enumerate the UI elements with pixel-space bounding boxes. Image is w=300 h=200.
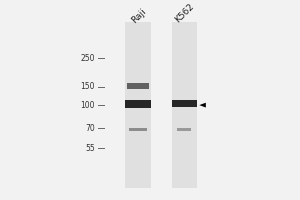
Bar [127, 83, 149, 89]
Text: 150: 150 [80, 82, 95, 91]
Bar [172, 22, 197, 188]
Text: 250: 250 [80, 54, 95, 63]
Bar [125, 22, 151, 188]
Polygon shape [199, 103, 206, 108]
Bar [177, 128, 191, 131]
Bar [125, 100, 151, 108]
Text: K562: K562 [173, 2, 196, 25]
Text: Raji: Raji [130, 6, 148, 25]
Text: 55: 55 [85, 144, 95, 153]
Bar [172, 100, 197, 107]
Text: 100: 100 [80, 101, 95, 110]
Bar [129, 128, 147, 131]
Text: 70: 70 [85, 124, 95, 133]
